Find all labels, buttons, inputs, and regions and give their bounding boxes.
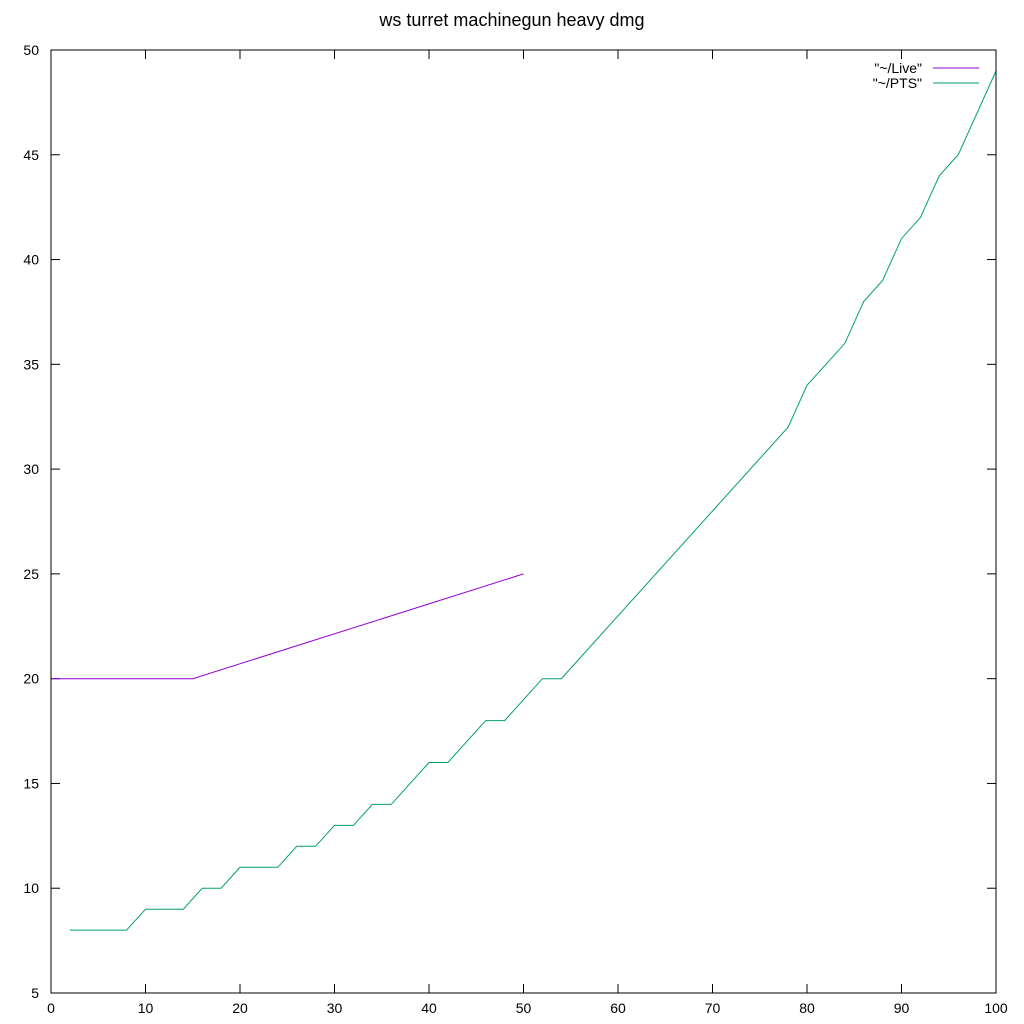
x-tick-label: 100 xyxy=(984,1000,1008,1016)
x-tick-label: 0 xyxy=(47,1000,55,1016)
x-tick-label: 50 xyxy=(516,1000,532,1016)
series-line-1 xyxy=(51,573,524,680)
y-tick-label: 15 xyxy=(23,775,39,791)
y-tick-label: 35 xyxy=(23,356,39,372)
y-tick-label: 45 xyxy=(23,147,39,163)
legend-label: "~/Live" xyxy=(874,60,922,76)
chart-title: ws turret machinegun heavy dmg xyxy=(379,10,645,30)
x-tick-label: 10 xyxy=(138,1000,154,1016)
y-tick-label: 30 xyxy=(23,461,39,477)
y-tick-label: 25 xyxy=(23,566,39,582)
x-tick-label: 20 xyxy=(232,1000,248,1016)
series-line-2 xyxy=(69,70,997,931)
x-tick-label: 80 xyxy=(799,1000,815,1016)
legend-label: "~/PTS" xyxy=(873,75,922,91)
axis-ticks: 0 10 20 30 40 50 60 70 80 90 100 5 10 15 20 25 30 35 40 45 5… xyxy=(23,42,1007,1016)
y-tick-label: 20 xyxy=(23,671,39,687)
plot-frame xyxy=(50,49,997,994)
y-tick-label: 40 xyxy=(23,252,39,268)
y-tick-label: 10 xyxy=(23,880,39,896)
x-tick-label: 30 xyxy=(327,1000,343,1016)
y-tick-label: 50 xyxy=(23,42,39,58)
x-tick-label: 70 xyxy=(705,1000,721,1016)
x-tick-label: 60 xyxy=(610,1000,626,1016)
legend: "~/Live""~/PTS" xyxy=(873,60,979,91)
x-tick-label: 40 xyxy=(421,1000,437,1016)
series-lines xyxy=(51,70,997,931)
y-tick-label: 5 xyxy=(31,985,39,1001)
x-tick-label: 90 xyxy=(894,1000,910,1016)
